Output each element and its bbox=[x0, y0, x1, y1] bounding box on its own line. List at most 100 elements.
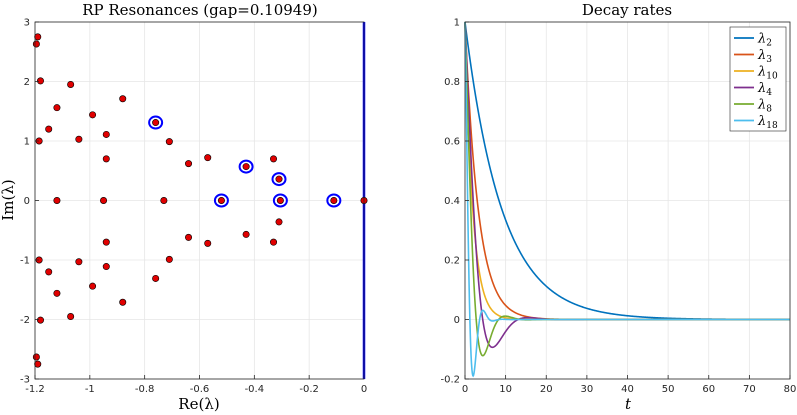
tick-label-x: 80 bbox=[784, 384, 797, 395]
resonance-chart: RP Resonances (gap=0.10949) -1.2 -1 -0.8 -0… bbox=[0, 1, 368, 413]
decay-x-label: t bbox=[625, 395, 632, 413]
resonance-chart-title: RP Resonances (gap=0.10949) bbox=[82, 1, 318, 19]
tick-label-x: 20 bbox=[540, 384, 553, 395]
resonance-point bbox=[275, 218, 283, 226]
decay-chart-title: Decay rates bbox=[582, 1, 672, 19]
resonance-point bbox=[185, 233, 193, 241]
resonance-point bbox=[36, 77, 44, 85]
resonance-point bbox=[102, 238, 110, 246]
legend-box bbox=[729, 26, 787, 132]
tick-label-x: -1.2 bbox=[25, 384, 45, 395]
resonance-point bbox=[67, 80, 75, 88]
resonance-points bbox=[32, 33, 368, 368]
resonance-x-label: Re(λ) bbox=[178, 395, 219, 413]
tick-label-y: 1 bbox=[24, 137, 30, 148]
tick-label-y: 0.4 bbox=[444, 196, 460, 207]
resonance-point bbox=[32, 353, 40, 361]
resonance-point bbox=[53, 289, 61, 297]
tick-label-x: 70 bbox=[743, 384, 756, 395]
tick-label-y: 0.2 bbox=[444, 256, 460, 267]
resonance-point bbox=[75, 135, 83, 143]
series-line-λ18 bbox=[464, 21, 790, 378]
resonance-point bbox=[275, 175, 283, 183]
resonance-point bbox=[89, 111, 97, 119]
legend-entry: λ8 bbox=[757, 98, 772, 115]
tick-label-x: 60 bbox=[702, 384, 715, 395]
legend-entry: λ2 bbox=[757, 32, 772, 49]
resonance-grid bbox=[34, 21, 365, 380]
resonance-point bbox=[119, 298, 127, 306]
legend-entry: λ3 bbox=[757, 48, 772, 65]
resonance-y-label: Im(λ) bbox=[0, 179, 17, 220]
resonance-point bbox=[185, 160, 193, 168]
tick-label-x: -0.6 bbox=[190, 384, 210, 395]
tick-label-x: 10 bbox=[499, 384, 512, 395]
resonance-point bbox=[152, 119, 160, 127]
tick-label-x: 0 bbox=[361, 384, 367, 395]
tick-label-y: 0.6 bbox=[444, 137, 460, 148]
resonance-point bbox=[270, 155, 278, 163]
tick-label-y: -1 bbox=[20, 256, 30, 267]
resonance-point bbox=[270, 238, 278, 246]
tick-label-x: -1 bbox=[85, 384, 95, 395]
tick-label-x: -0.2 bbox=[299, 384, 319, 395]
highlight-ring bbox=[326, 193, 342, 208]
resonance-tick-labels: -1.2 -1 -0.8 -0.6 -0.4 -0.2 0 -3 -2 -1 0 1 2 3 bbox=[20, 18, 367, 396]
resonance-point bbox=[32, 40, 40, 48]
resonance-point bbox=[152, 274, 160, 282]
resonance-point bbox=[34, 360, 42, 368]
resonance-point bbox=[276, 197, 284, 205]
tick-label-y: -2 bbox=[20, 315, 30, 326]
resonance-point bbox=[53, 197, 61, 205]
resonance-point bbox=[34, 33, 42, 41]
tick-label-y: -3 bbox=[20, 375, 30, 386]
tick-label-x: 50 bbox=[662, 384, 675, 395]
tick-label-x: -0.4 bbox=[245, 384, 265, 395]
resonance-point bbox=[242, 163, 250, 171]
resonance-point bbox=[165, 255, 173, 263]
tick-label-x: 0 bbox=[462, 384, 468, 395]
resonance-point bbox=[204, 239, 212, 247]
resonance-point bbox=[165, 138, 173, 146]
resonance-point bbox=[119, 95, 127, 103]
highlight-ring bbox=[272, 193, 288, 208]
resonance-point bbox=[204, 154, 212, 162]
resonance-point bbox=[75, 258, 83, 266]
tick-label-y: 3 bbox=[24, 18, 30, 29]
resonance-point bbox=[53, 104, 61, 112]
highlight-ring bbox=[148, 115, 164, 130]
tick-label-y: -0.2 bbox=[440, 375, 460, 386]
resonance-point bbox=[242, 230, 250, 238]
highlight-ring bbox=[238, 159, 254, 174]
resonance-point bbox=[330, 197, 338, 205]
resonance-point bbox=[102, 155, 110, 163]
resonance-point bbox=[67, 313, 75, 321]
highlight-ring bbox=[271, 172, 287, 187]
resonance-point bbox=[45, 268, 53, 276]
tick-label-x: 40 bbox=[621, 384, 634, 395]
resonance-point bbox=[45, 125, 53, 133]
decay-tick-labels: 0 10 20 30 40 50 60 70 80-0.200.20.40.60.81 bbox=[440, 18, 796, 396]
tick-label-x: -0.8 bbox=[135, 384, 155, 395]
resonance-point bbox=[89, 282, 97, 290]
tick-label-y: 0.8 bbox=[444, 77, 460, 88]
tick-label-y: 0 bbox=[454, 315, 460, 326]
tick-label-y: 2 bbox=[24, 77, 30, 88]
resonance-point bbox=[100, 197, 108, 205]
resonance-point bbox=[217, 197, 225, 205]
decay-series-lines bbox=[464, 21, 790, 378]
highlight-ring bbox=[213, 193, 229, 208]
resonance-point bbox=[160, 197, 168, 205]
highlighted-resonances bbox=[148, 115, 342, 208]
legend-entry: λ10 bbox=[757, 65, 778, 82]
tick-label-x: 30 bbox=[581, 384, 594, 395]
decay-chart: Decay rates 0 10 20 30 40 50 60 70 80-0.200.20.4… bbox=[440, 1, 796, 413]
resonance-point bbox=[102, 130, 110, 138]
legend-entry: λ4 bbox=[757, 81, 772, 98]
resonance-point bbox=[102, 263, 110, 271]
legend-entry: λ18 bbox=[757, 114, 778, 131]
resonance-point bbox=[36, 316, 44, 324]
tick-label-y: 0 bbox=[24, 196, 30, 207]
